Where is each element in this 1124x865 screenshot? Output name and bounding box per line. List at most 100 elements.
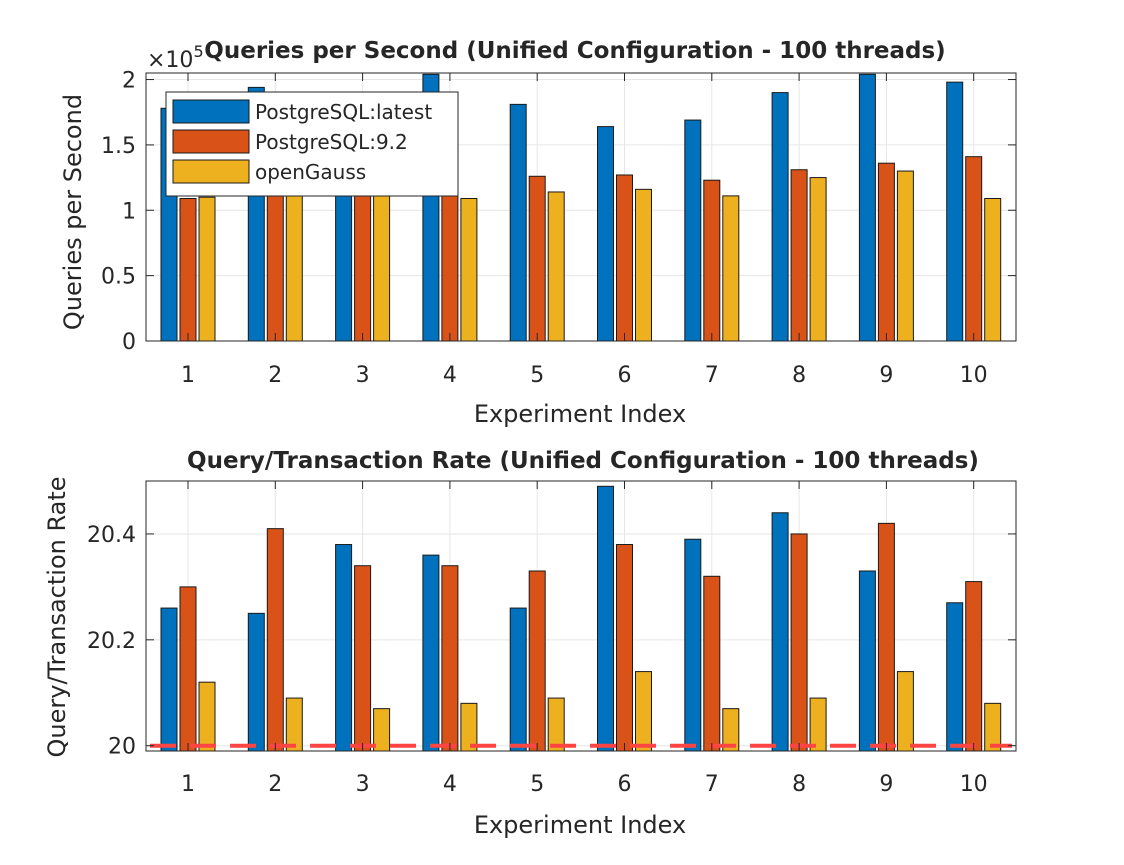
y-tick-label: 0 xyxy=(122,330,136,355)
bar-opengauss-5 xyxy=(547,191,565,342)
qps-chart: 1 2 3 4 5 6 7 8 9 10 0 0.5 1 1.5 2 Queries per Second … xyxy=(59,38,1017,428)
legend-swatch xyxy=(172,129,250,154)
y-tick-label: 20 xyxy=(108,735,136,760)
y-tick-label: 1 xyxy=(122,199,136,224)
x-tick-label: 9 xyxy=(879,363,893,388)
bar-postgresql-latest-6 xyxy=(597,126,614,342)
bar-postgresql-latest-7 xyxy=(684,119,702,342)
bar-postgresql-9-2-6 xyxy=(616,174,633,342)
qtr-x-axis-label: Experiment Index xyxy=(474,811,686,839)
bar-postgresql-latest-3 xyxy=(335,544,353,752)
bar-postgresql-9-2-9 xyxy=(877,522,895,752)
x-tick-label: 9 xyxy=(879,772,893,797)
bar-postgresql-9-2-4 xyxy=(441,191,459,342)
bar-postgresql-latest-5 xyxy=(509,607,527,752)
bar-postgresql-latest-9 xyxy=(858,73,876,342)
x-tick-label: 5 xyxy=(530,772,544,797)
y-tick-label: 20.2 xyxy=(87,629,136,654)
x-tick-label: 10 xyxy=(960,363,988,388)
bar-postgresql-9-2-10 xyxy=(965,156,983,342)
y-tick-label: 20.4 xyxy=(87,523,136,548)
bar-opengauss-6 xyxy=(635,188,652,342)
bar-opengauss-8 xyxy=(809,697,827,752)
x-tick-label: 10 xyxy=(960,772,988,797)
x-tick-label: 6 xyxy=(618,772,632,797)
bar-postgresql-9-2-5 xyxy=(528,570,546,752)
bar-postgresql-latest-1 xyxy=(160,607,178,752)
qps-exponent-power: 5 xyxy=(193,42,203,61)
qtr-axes-box xyxy=(145,480,1017,752)
bar-postgresql-9-2-7 xyxy=(703,179,721,342)
x-tick-label: 3 xyxy=(356,772,370,797)
bar-opengauss-2 xyxy=(285,697,303,752)
bar-postgresql-latest-5 xyxy=(509,103,527,342)
bar-postgresql-9-2-4 xyxy=(441,565,459,752)
bar-postgresql-9-2-3 xyxy=(354,565,372,752)
y-tick-label: 0.5 xyxy=(101,265,136,290)
bar-opengauss-4 xyxy=(460,198,478,342)
qps-ticks: 1 2 3 4 5 6 7 8 9 10 0 0.5 1 1.5 2 xyxy=(101,69,1016,388)
legend-swatch xyxy=(172,159,250,184)
bar-postgresql-latest-7 xyxy=(684,538,702,752)
x-tick-label: 2 xyxy=(268,363,282,388)
bar-opengauss-5 xyxy=(547,697,565,752)
bar-postgresql-9-2-3 xyxy=(354,192,372,342)
bar-opengauss-2 xyxy=(285,184,303,342)
legend: PostgreSQL:latest PostgreSQL:9.2 openGauss xyxy=(165,91,459,197)
qps-exponent-label: ×105 xyxy=(147,42,204,73)
x-tick-label: 1 xyxy=(181,363,195,388)
x-tick-label: 1 xyxy=(181,772,195,797)
bar-postgresql-latest-6 xyxy=(597,485,614,752)
legend-label: openGauss xyxy=(255,160,366,184)
qtr-chart: 1 2 3 4 5 6 7 8 9 10 20 20.2 20.4 Query/Transaction … xyxy=(43,448,1017,839)
bar-opengauss-8 xyxy=(809,177,827,342)
bar-opengauss-6 xyxy=(635,671,652,752)
x-tick-label: 5 xyxy=(530,363,544,388)
bar-opengauss-9 xyxy=(896,170,914,342)
x-tick-label: 4 xyxy=(443,772,457,797)
bar-postgresql-9-2-10 xyxy=(965,581,983,752)
y-tick-label: 1.5 xyxy=(101,134,136,159)
x-tick-label: 8 xyxy=(792,363,806,388)
qps-axes-box xyxy=(145,72,1017,342)
bar-postgresql-latest-9 xyxy=(858,570,876,752)
bar-opengauss-7 xyxy=(722,195,740,342)
bar-postgresql-latest-2 xyxy=(247,612,265,752)
bar-opengauss-10 xyxy=(984,198,1002,342)
x-tick-label: 8 xyxy=(792,772,806,797)
qtr-title: Query/Transaction Rate (Unified Configur… xyxy=(187,448,979,474)
x-tick-label: 7 xyxy=(705,363,719,388)
x-tick-label: 3 xyxy=(356,363,370,388)
x-tick-label: 2 xyxy=(268,772,282,797)
legend-label: PostgreSQL:latest xyxy=(255,100,432,124)
qps-y-axis-label: Queries per Second xyxy=(59,94,87,330)
bar-postgresql-9-2-6 xyxy=(616,544,633,752)
y-tick-label: 2 xyxy=(122,69,136,94)
bar-postgresql-9-2-9 xyxy=(877,162,895,342)
bar-opengauss-9 xyxy=(896,671,914,752)
bar-postgresql-9-2-2 xyxy=(266,183,284,342)
legend-swatch xyxy=(172,99,250,124)
x-tick-label: 6 xyxy=(618,363,632,388)
bar-postgresql-9-2-1 xyxy=(179,198,197,342)
bar-opengauss-1 xyxy=(198,681,216,752)
bar-postgresql-latest-10 xyxy=(946,602,964,752)
bar-postgresql-9-2-2 xyxy=(266,528,284,752)
x-tick-label: 7 xyxy=(705,772,719,797)
bar-postgresql-9-2-8 xyxy=(790,169,808,342)
bar-postgresql-9-2-7 xyxy=(703,575,721,752)
qtr-ticks: 1 2 3 4 5 6 7 8 9 10 20 20.2 20.4 xyxy=(87,481,1016,797)
bar-postgresql-9-2-1 xyxy=(179,586,197,752)
bar-postgresql-latest-10 xyxy=(946,81,964,342)
bar-opengauss-3 xyxy=(373,194,391,342)
qps-exponent-base: ×10 xyxy=(147,48,193,73)
bar-opengauss-1 xyxy=(198,196,216,342)
legend-label: PostgreSQL:9.2 xyxy=(255,130,408,154)
bar-postgresql-latest-8 xyxy=(771,92,789,342)
bar-postgresql-latest-4 xyxy=(422,554,440,752)
bar-postgresql-9-2-8 xyxy=(790,533,808,752)
bar-postgresql-9-2-5 xyxy=(528,175,546,342)
bar-postgresql-latest-8 xyxy=(771,512,789,752)
qps-title: Queries per Second (Unified Configuratio… xyxy=(204,38,945,64)
